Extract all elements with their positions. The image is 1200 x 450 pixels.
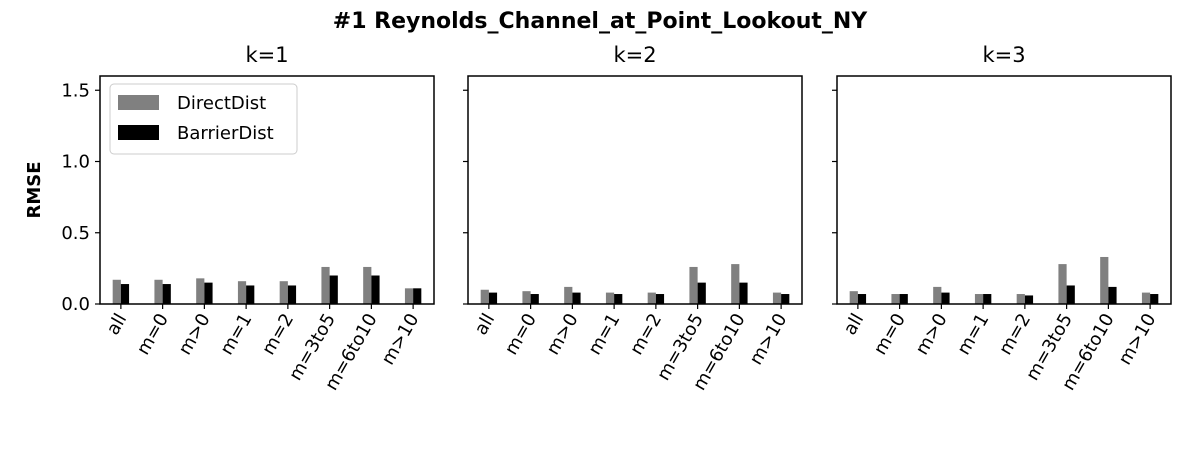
figure-title: #1 Reynolds_Channel_at_Point_Lookout_NY xyxy=(333,9,869,34)
bar-barrierdist xyxy=(329,275,338,304)
legend-label-directdist: DirectDist xyxy=(177,93,266,114)
bar-directdist xyxy=(849,291,858,304)
bar-barrierdist xyxy=(857,294,867,304)
x-tick-label: m=2 xyxy=(626,310,666,359)
bar-barrierdist xyxy=(739,282,748,304)
bar-barrierdist xyxy=(614,294,623,304)
axes-frame xyxy=(99,75,435,305)
bar-directdist xyxy=(605,292,615,304)
panel-title: k=3 xyxy=(982,43,1025,67)
y-axis-label: RMSE xyxy=(24,161,45,218)
x-tick-label: m=1 xyxy=(584,310,624,359)
bar-directdist xyxy=(1141,292,1151,304)
bar-barrierdist xyxy=(530,294,539,304)
y-tick-label: 1.0 xyxy=(61,152,90,173)
bar-directdist xyxy=(480,289,489,304)
x-tick-label: m>0 xyxy=(911,310,951,359)
x-tick-label: all xyxy=(839,310,868,339)
bar-barrierdist xyxy=(572,292,581,304)
bar-barrierdist xyxy=(983,294,992,304)
x-tick-label: m=0 xyxy=(133,310,173,359)
x-tick-label: m>0 xyxy=(542,310,582,359)
bar-barrierdist xyxy=(781,294,790,304)
bar-directdist xyxy=(196,278,205,304)
axes-frame xyxy=(467,75,803,305)
bar-barrierdist xyxy=(413,288,422,304)
bar-barrierdist xyxy=(1108,286,1117,304)
bar-directdist xyxy=(891,294,900,304)
x-tick-label: m>10 xyxy=(746,310,792,369)
bar-directdist xyxy=(363,266,372,304)
axes-frame xyxy=(836,75,1172,305)
x-tick-label: m>10 xyxy=(378,310,424,369)
legend: DirectDist BarrierDist xyxy=(109,83,298,155)
bar-directdist xyxy=(154,279,163,304)
bar-barrierdist xyxy=(287,285,297,304)
bar-directdist xyxy=(772,292,782,304)
legend-label-barrierdist: BarrierDist xyxy=(177,123,274,144)
bar-barrierdist xyxy=(246,285,255,304)
bar-barrierdist xyxy=(655,294,665,304)
y-tick-label: 0.0 xyxy=(61,294,90,315)
x-tick-label: m=1 xyxy=(216,310,256,359)
bar-directdist xyxy=(237,281,247,304)
bar-barrierdist xyxy=(371,275,380,304)
x-tick-label: m>0 xyxy=(174,310,214,359)
bar-barrierdist xyxy=(204,282,213,304)
bar-barrierdist xyxy=(1150,294,1159,304)
x-tick-label: m=2 xyxy=(995,310,1035,359)
bar-barrierdist xyxy=(488,292,498,304)
bar-barrierdist xyxy=(899,294,908,304)
bar-directdist xyxy=(1058,264,1067,304)
bar-barrierdist xyxy=(941,292,950,304)
panel-title: k=1 xyxy=(245,43,288,67)
panel-title: k=2 xyxy=(613,43,656,67)
y-tick-label: 1.5 xyxy=(61,80,90,101)
legend-swatch-directdist xyxy=(118,95,159,110)
x-tick-label: m=0 xyxy=(870,310,910,359)
bar-directdist xyxy=(522,291,531,304)
x-tick-label: all xyxy=(470,310,499,339)
y-tick-label: 0.5 xyxy=(61,223,90,244)
bar-directdist xyxy=(933,286,942,304)
bar-barrierdist xyxy=(120,284,130,304)
bar-directdist xyxy=(1100,256,1109,304)
bar-directdist xyxy=(279,281,288,304)
x-tick-label: m=0 xyxy=(501,310,541,359)
x-tick-label: all xyxy=(102,310,131,339)
bar-directdist xyxy=(321,266,330,304)
x-tick-label: m=1 xyxy=(953,310,993,359)
legend-swatch-barrierdist xyxy=(118,125,159,140)
bar-barrierdist xyxy=(162,284,171,304)
bar-directdist xyxy=(112,279,121,304)
bar-directdist xyxy=(564,286,573,304)
bar-directdist xyxy=(404,288,414,304)
bar-directdist xyxy=(731,264,740,304)
bar-barrierdist xyxy=(1024,295,1034,304)
bar-directdist xyxy=(1016,294,1025,304)
bar-directdist xyxy=(689,266,698,304)
bar-directdist xyxy=(647,292,656,304)
bar-directdist xyxy=(974,294,984,304)
x-tick-label: m>10 xyxy=(1115,310,1161,369)
bar-barrierdist xyxy=(697,282,706,304)
bar-barrierdist xyxy=(1066,285,1075,304)
x-tick-label: m=2 xyxy=(258,310,298,359)
